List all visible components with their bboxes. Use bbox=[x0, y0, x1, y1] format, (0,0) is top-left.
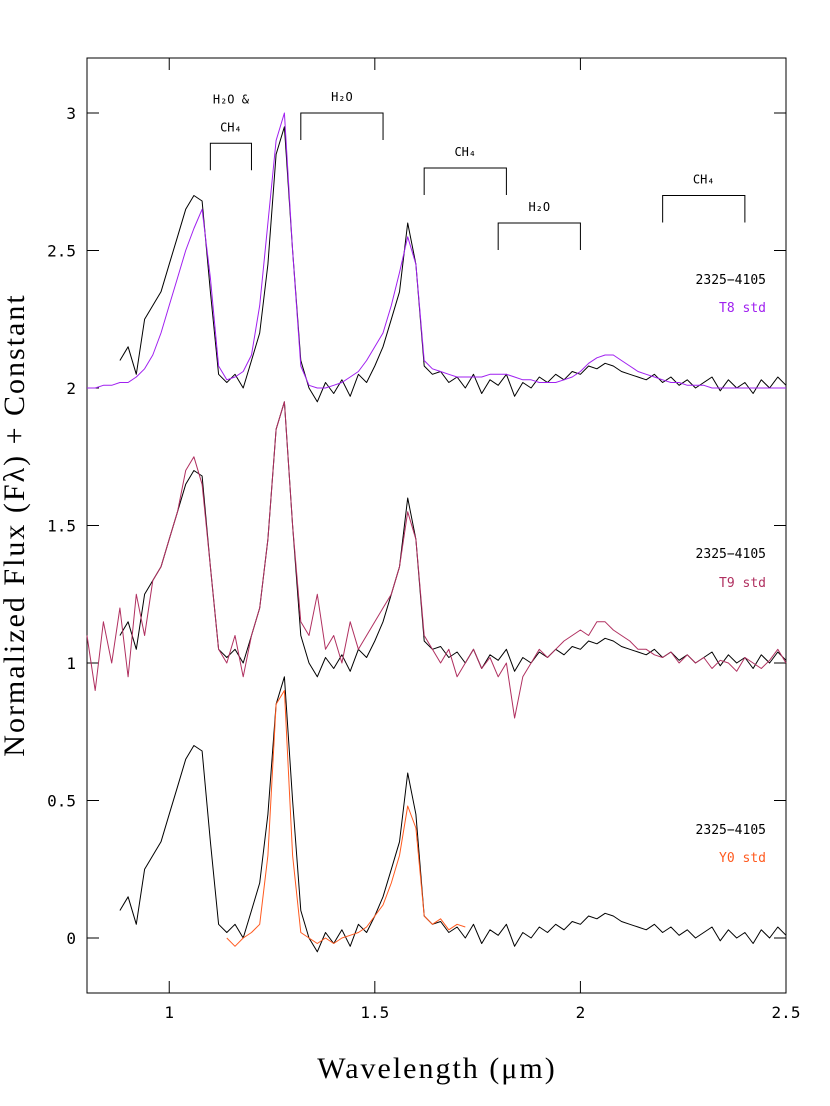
spectrum-line bbox=[226, 690, 466, 947]
band-label: CH₄ bbox=[693, 173, 715, 187]
band-bracket bbox=[209, 142, 252, 171]
spectrum-line bbox=[119, 676, 787, 953]
y-tick-label: 3 bbox=[66, 104, 76, 123]
x-axis-label: Wavelength (μm) bbox=[317, 1052, 556, 1085]
legend-label: 2325−4105 bbox=[696, 547, 766, 562]
spectrum-line bbox=[86, 401, 787, 719]
spectrum-line bbox=[87, 112, 786, 389]
legend-label: Y0 std bbox=[719, 851, 766, 866]
y-tick-label: 1.5 bbox=[47, 517, 76, 536]
band-bracket bbox=[300, 112, 384, 140]
band-bracket bbox=[423, 167, 507, 195]
x-tick-label: 1.5 bbox=[360, 1003, 389, 1022]
legend-label: T8 std bbox=[719, 301, 766, 316]
y-tick-label: 2 bbox=[66, 379, 76, 398]
y-tick-label: 2.5 bbox=[47, 242, 76, 261]
band-label: CH₄ bbox=[220, 120, 242, 134]
band-label: H₂O bbox=[331, 90, 353, 104]
band-label: H₂O & bbox=[213, 92, 250, 106]
x-tick-label: 2 bbox=[576, 1003, 586, 1022]
y-axis-label: Normalized Flux (Fλ) + Constant bbox=[0, 293, 31, 756]
y-tick-label: 1 bbox=[66, 654, 76, 673]
x-tick-label: 2.5 bbox=[772, 1003, 801, 1022]
x-tick-label: 1 bbox=[164, 1003, 174, 1022]
spectrum-line bbox=[119, 401, 787, 678]
legend-label: 2325−4105 bbox=[696, 273, 766, 288]
band-label: H₂O bbox=[528, 200, 550, 214]
y-tick-label: 0 bbox=[66, 929, 76, 948]
legend-label: 2325−4105 bbox=[696, 823, 766, 838]
band-bracket bbox=[497, 222, 581, 250]
y-tick-label: 0.5 bbox=[47, 792, 76, 811]
legend-label: T9 std bbox=[719, 576, 766, 591]
band-label: CH₄ bbox=[454, 145, 476, 159]
band-bracket bbox=[662, 195, 746, 223]
